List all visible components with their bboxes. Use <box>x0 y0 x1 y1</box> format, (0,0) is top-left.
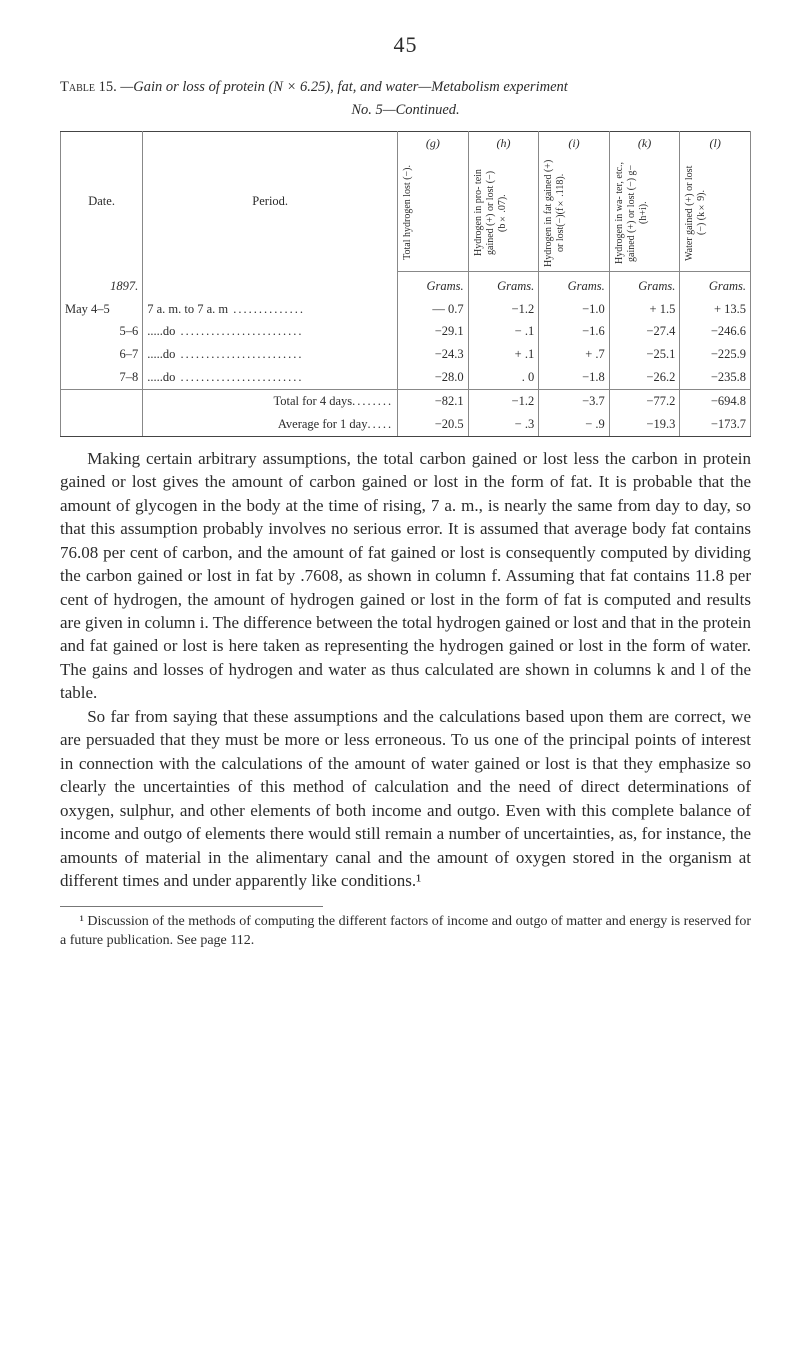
col-date-header: Date. <box>61 131 143 271</box>
value-cell: −173.7 <box>680 413 751 436</box>
period-cell: .....do ........................ <box>143 343 398 366</box>
date-cell: 6–7 <box>61 343 143 366</box>
table-subcaption: No. 5—Continued. <box>60 101 751 121</box>
footnote: ¹ Discussion of the methods of computing… <box>60 913 751 949</box>
value-cell: + 13.5 <box>680 298 751 321</box>
date-cell: 7–8 <box>61 366 143 389</box>
value-cell: −235.8 <box>680 366 751 389</box>
table-caption: Table 15. —Gain or loss of protein (N × … <box>60 78 751 98</box>
col-g-header: Total hydrogen lost (−). <box>398 155 469 272</box>
value-cell: −1.0 <box>539 298 610 321</box>
table-row: 7–8 .....do ........................ −28… <box>61 366 751 389</box>
value-cell: −27.4 <box>609 320 680 343</box>
summary-label: Total for 4 days........ <box>143 390 398 413</box>
value-cell: −77.2 <box>609 390 680 413</box>
col-period-header: Period. <box>143 131 398 271</box>
unit-cell: Grams. <box>680 271 751 297</box>
value-cell: . 0 <box>468 366 539 389</box>
value-cell: + .7 <box>539 343 610 366</box>
col-key-k: (k) <box>609 131 680 154</box>
value-cell: — 0.7 <box>398 298 469 321</box>
value-cell: −25.1 <box>609 343 680 366</box>
year-cell: 1897. <box>61 271 143 297</box>
value-cell: −694.8 <box>680 390 751 413</box>
paragraph: So far from saying that these assumption… <box>60 705 751 893</box>
body-text: Making certain arbitrary assumptions, th… <box>60 447 751 893</box>
value-cell: − .1 <box>468 320 539 343</box>
value-cell: −20.5 <box>398 413 469 436</box>
col-k-header: Hydrogen in wa- ter, etc., gained (+) or… <box>609 155 680 272</box>
value-cell: −82.1 <box>398 390 469 413</box>
value-cell: −26.2 <box>609 366 680 389</box>
date-cell: 5–6 <box>61 320 143 343</box>
caption-title: —Gain or loss of protein (N × 6.25), fat… <box>120 79 567 95</box>
unit-cell: Grams. <box>609 271 680 297</box>
col-key-g: (g) <box>398 131 469 154</box>
value-cell: + 1.5 <box>609 298 680 321</box>
empty-cell <box>143 271 398 297</box>
period-cell: 7 a. m. to 7 a. m .............. <box>143 298 398 321</box>
col-h-header: Hydrogen in pro- tein gained (+) or lost… <box>468 155 539 272</box>
value-cell: −1.2 <box>468 390 539 413</box>
empty-cell <box>61 413 143 436</box>
unit-cell: Grams. <box>539 271 610 297</box>
col-key-h: (h) <box>468 131 539 154</box>
table-row: 5–6 .....do ........................ −29… <box>61 320 751 343</box>
value-cell: −29.1 <box>398 320 469 343</box>
caption-label: Table 15. <box>60 79 117 95</box>
value-cell: −28.0 <box>398 366 469 389</box>
value-cell: −24.3 <box>398 343 469 366</box>
period-cell: .....do ........................ <box>143 320 398 343</box>
value-cell: −1.6 <box>539 320 610 343</box>
date-cell: May 4–5 <box>61 298 143 321</box>
period-cell: .....do ........................ <box>143 366 398 389</box>
value-cell: − .9 <box>539 413 610 436</box>
paragraph: Making certain arbitrary assumptions, th… <box>60 447 751 705</box>
col-key-l: (l) <box>680 131 751 154</box>
table-row: May 4–5 7 a. m. to 7 a. m ..............… <box>61 298 751 321</box>
col-l-header: Water gained (+) or lost (−) (k×9). <box>680 155 751 272</box>
col-key-i: (i) <box>539 131 610 154</box>
footnote-rule <box>60 906 323 907</box>
summary-row: Average for 1 day..... −20.5 − .3 − .9 −… <box>61 413 751 436</box>
page-number: 45 <box>60 30 751 60</box>
metabolism-table: Date. Period. (g) (h) (i) (k) (l) Total … <box>60 131 751 437</box>
value-cell: −1.2 <box>468 298 539 321</box>
summary-label: Average for 1 day..... <box>143 413 398 436</box>
value-cell: −19.3 <box>609 413 680 436</box>
col-i-header: Hydrogen in fat gained (+) or lost(−)(f×… <box>539 155 610 272</box>
value-cell: −3.7 <box>539 390 610 413</box>
value-cell: −246.6 <box>680 320 751 343</box>
value-cell: + .1 <box>468 343 539 366</box>
unit-cell: Grams. <box>468 271 539 297</box>
value-cell: −225.9 <box>680 343 751 366</box>
summary-row: Total for 4 days........ −82.1 −1.2 −3.7… <box>61 390 751 413</box>
unit-cell: Grams. <box>398 271 469 297</box>
value-cell: −1.8 <box>539 366 610 389</box>
value-cell: − .3 <box>468 413 539 436</box>
empty-cell <box>61 390 143 413</box>
table-row: 6–7 .....do ........................ −24… <box>61 343 751 366</box>
